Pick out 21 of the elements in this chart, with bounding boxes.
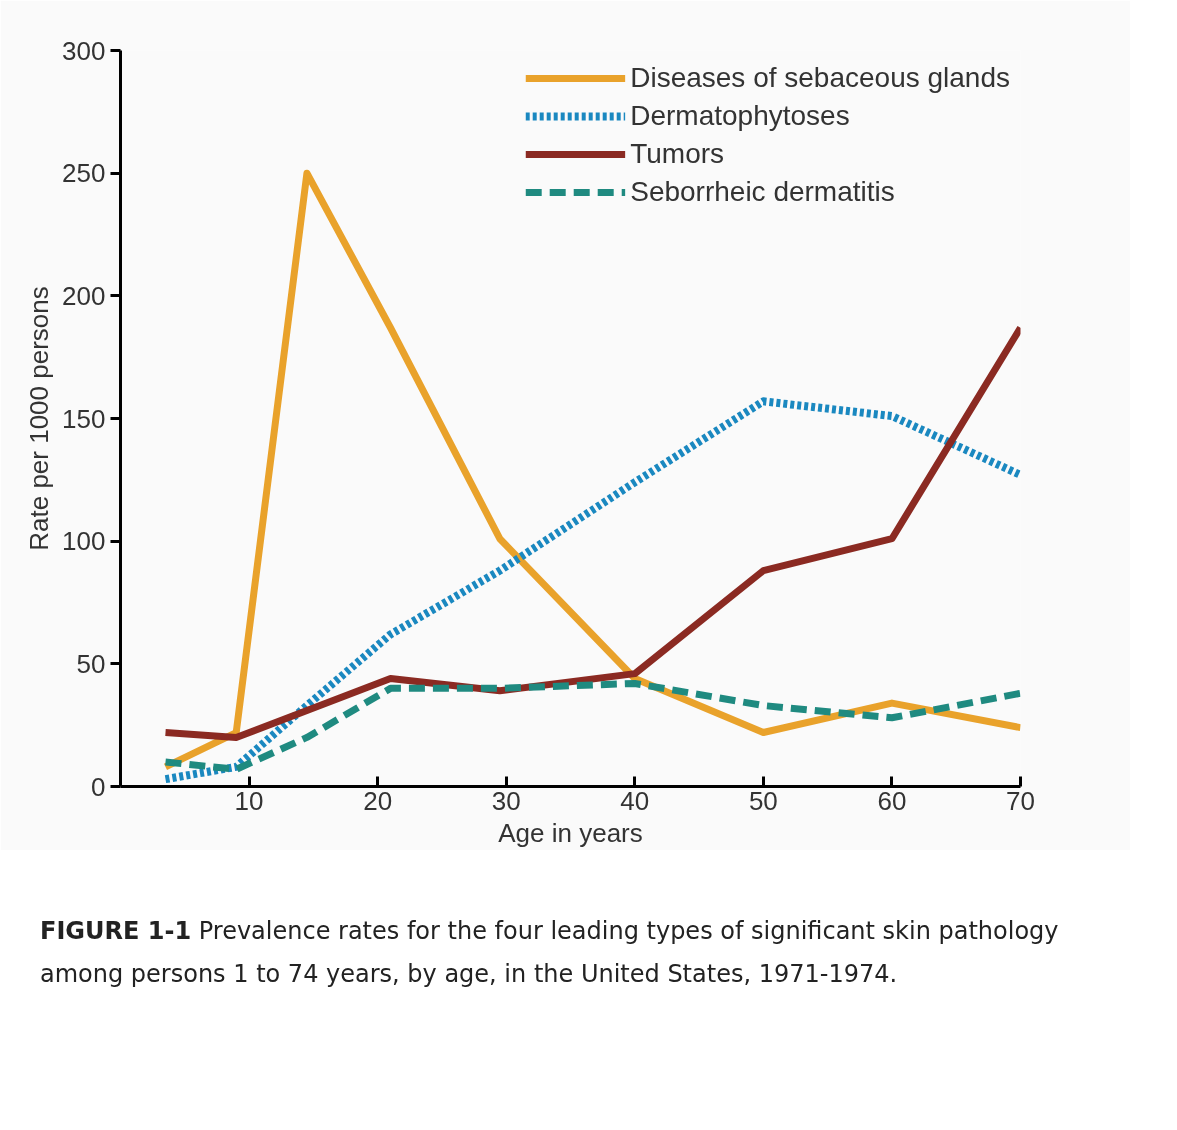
y-tick-label: 0 <box>91 771 106 802</box>
legend-label: Diseases of sebaceous glands <box>630 61 1010 95</box>
x-tick-label: 10 <box>234 785 264 816</box>
legend-label: Dermatophytoses <box>630 99 850 133</box>
x-tick-label: 30 <box>491 785 521 816</box>
x-tick-label: 20 <box>363 785 393 816</box>
y-tick-label: 200 <box>62 280 106 311</box>
y-tick-label: 100 <box>62 526 106 557</box>
y-tick-label: 300 <box>62 35 106 66</box>
x-tick-label: 50 <box>748 785 778 816</box>
y-tick-label: 150 <box>62 403 106 434</box>
x-tick-label: 70 <box>1006 785 1035 816</box>
y-tick-label: 50 <box>76 648 106 679</box>
legend-label: Seborrheic dermatitis <box>630 175 895 209</box>
y-tick-label: 250 <box>62 158 106 189</box>
y-axis-title: Rate per 1000 persons <box>24 286 55 551</box>
x-axis-title: Age in years <box>498 817 643 848</box>
x-tick-label: 40 <box>620 785 650 816</box>
legend-label: Tumors <box>630 137 725 171</box>
caption: FIGURE 1-1 <box>40 917 192 945</box>
x-tick-label: 60 <box>877 785 907 816</box>
